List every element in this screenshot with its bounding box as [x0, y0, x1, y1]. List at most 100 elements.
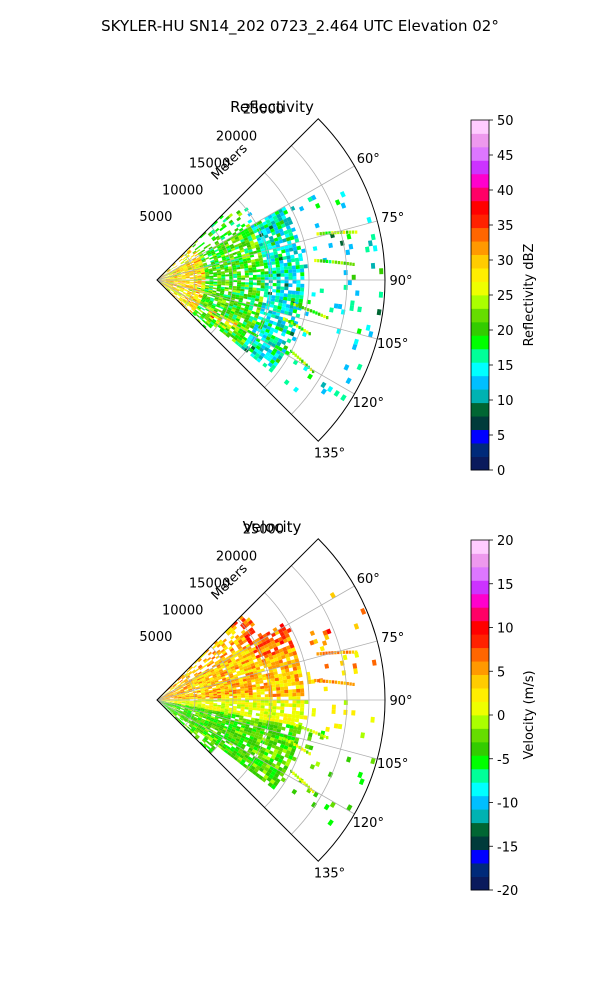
- colorbar-tick-label: -5: [497, 753, 510, 768]
- colorbar-tick-label: -20: [497, 884, 518, 899]
- colorbar-tick-label: 35: [497, 219, 514, 234]
- range-tick-label: 25000: [243, 103, 284, 118]
- colorbar-tick-label: 5: [497, 665, 505, 680]
- colorbar-tick-label: 0: [497, 464, 505, 479]
- azimuth-gridline: [156, 640, 378, 701]
- colorbar-tick-label: 10: [497, 622, 514, 637]
- azimuth-gridline: [156, 585, 355, 701]
- azimuth-tick-label: 120°: [353, 816, 384, 831]
- azimuth-gridline: [156, 279, 355, 395]
- colorbar-tick-label: 25: [497, 289, 514, 304]
- azimuth-gridline: [156, 699, 378, 760]
- colorbar-swatch: [471, 553, 489, 568]
- colorbar-tick-label: 0: [497, 709, 505, 724]
- colorbar-swatch: [471, 661, 489, 676]
- colorbar-swatch: [471, 173, 489, 188]
- colorbar-swatch: [471, 688, 489, 702]
- colorbar-swatch: [471, 295, 489, 309]
- colorbar-tick-label: 40: [497, 184, 514, 199]
- colorbar-swatch: [471, 375, 489, 390]
- colorbar-swatch: [471, 214, 489, 229]
- colorbar-swatch: [471, 348, 489, 363]
- colorbar-swatch: [471, 308, 489, 323]
- colorbar-swatch: [471, 540, 489, 554]
- velocity-title: Velocity: [243, 518, 302, 536]
- colorbar-swatch: [471, 728, 489, 743]
- colorbar-swatch: [471, 701, 489, 716]
- colorbar-tick-label: 50: [497, 114, 514, 129]
- velocity-colorbar: -20 -15 -10 -5 0 5 10 15 20 Velocity (m/s): [470, 534, 537, 899]
- colorbar-swatch: [471, 795, 489, 810]
- colorbar-swatch: [471, 593, 489, 608]
- azimuth-tick-label: 135°: [314, 867, 345, 882]
- azimuth-tick-label: 75°: [381, 211, 404, 226]
- range-tick-label: 10000: [162, 183, 203, 198]
- reflectivity-title: Reflectivity: [230, 98, 314, 116]
- azimuth-tick-label: 60°: [357, 572, 380, 587]
- colorbar-tick-label: 20: [497, 324, 514, 339]
- colorbar-swatch: [471, 268, 489, 282]
- colorbar-swatch: [471, 566, 489, 581]
- colorbar-tick-label: 20: [497, 534, 514, 549]
- azimuth-tick-label: 60°: [357, 152, 380, 167]
- colorbar-swatch: [471, 647, 489, 662]
- colorbar-swatch: [471, 863, 489, 877]
- colorbar-swatch: [471, 362, 489, 377]
- colorbar-swatch: [471, 809, 489, 824]
- velocity-grid: [156, 538, 386, 862]
- colorbar-swatch: [471, 389, 489, 404]
- colorbar-swatch: [471, 321, 489, 336]
- colorbar-swatch: [471, 416, 489, 431]
- colorbar-label: Reflectivity dBZ: [522, 244, 537, 347]
- colorbar-swatch: [471, 607, 489, 622]
- colorbar-tick-label: 30: [497, 254, 514, 269]
- colorbar-swatch: [471, 674, 489, 689]
- colorbar-tick-label: -15: [497, 840, 518, 855]
- colorbar-tick-label: 15: [497, 359, 514, 374]
- reflectivity-colorbar: 0 5 10 15 20 25 30 35 40 45 50 Reflectivity dBZ: [470, 114, 537, 479]
- range-tick-label: 10000: [162, 603, 203, 618]
- colorbar-swatch: [471, 755, 489, 770]
- colorbar-tick-label: 5: [497, 429, 505, 444]
- figure-suptitle: SKYLER-HU SN14_202 0723_2.464 UTC Elevat…: [101, 17, 499, 36]
- colorbar-tick-label: 45: [497, 149, 514, 164]
- colorbar-swatch: [471, 580, 489, 595]
- colorbar-swatch: [471, 741, 489, 756]
- colorbar-swatch: [471, 133, 489, 148]
- azimuth-gridline: [156, 279, 378, 340]
- colorbar-swatch: [471, 782, 489, 797]
- colorbar-swatch: [471, 200, 489, 215]
- azimuth-tick-label: 90°: [389, 274, 412, 289]
- colorbar-swatch: [471, 443, 489, 457]
- colorbar-swatch: [471, 715, 489, 729]
- colorbar-swatch: [471, 335, 489, 350]
- colorbar-swatch: [471, 120, 489, 134]
- range-tick-label: 5000: [139, 630, 172, 645]
- colorbar-swatch: [471, 634, 489, 649]
- colorbar-swatch: [471, 456, 489, 471]
- azimuth-gridline: [156, 699, 355, 815]
- azimuth-tick-label: 105°: [377, 757, 408, 772]
- reflectivity-data-layer: [157, 191, 384, 402]
- range-tick-label: 15000: [189, 576, 230, 591]
- colorbar-swatch: [471, 429, 489, 444]
- colorbar-swatch: [471, 402, 489, 417]
- colorbar-label: Velocity (m/s): [522, 670, 537, 759]
- polar-spine: [156, 538, 386, 862]
- reflectivity-grid: [156, 118, 386, 442]
- colorbar-swatch: [471, 254, 489, 269]
- colorbar-tick-label: -10: [497, 797, 518, 812]
- range-tick-label: 25000: [243, 523, 284, 538]
- azimuth-tick-label: 75°: [381, 631, 404, 646]
- colorbar-swatch: [471, 849, 489, 864]
- azimuth-gridline: [156, 220, 378, 281]
- reflectivity-panel: Reflectivity 500010000150002000025000Met…: [139, 98, 537, 479]
- range-tick-label: 15000: [189, 156, 230, 171]
- polar-spine: [156, 118, 386, 442]
- azimuth-gridline: [156, 165, 355, 281]
- colorbar-swatch: [471, 146, 489, 161]
- azimuth-tick-label: 90°: [389, 694, 412, 709]
- colorbar-tick-label: 15: [497, 578, 514, 593]
